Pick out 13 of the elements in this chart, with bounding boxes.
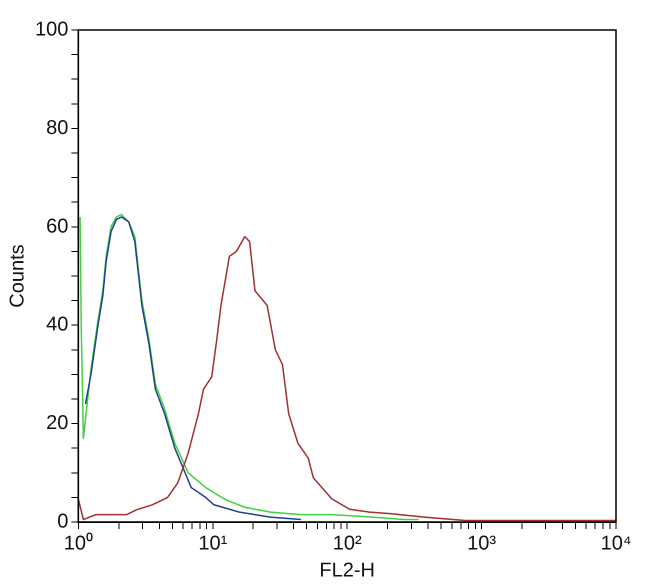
y-tick-label: 20 xyxy=(46,412,68,434)
y-tick-label: 0 xyxy=(57,510,68,533)
x-tick-label: 10⁰ xyxy=(64,532,93,555)
x-axis-title: FL2-H xyxy=(319,560,375,582)
x-tick-label: 10³ xyxy=(467,532,496,555)
x-tick-label: 10² xyxy=(332,532,362,555)
y-tick-label: 60 xyxy=(46,215,68,238)
y-axis-title: Counts xyxy=(6,244,29,308)
y-tick-label: 100 xyxy=(34,18,68,41)
y-tick-label: 40 xyxy=(46,314,68,336)
y-tick-label: 80 xyxy=(46,116,68,139)
x-tick-label: 10⁴ xyxy=(600,532,632,555)
x-tick-label: 10¹ xyxy=(198,532,228,555)
